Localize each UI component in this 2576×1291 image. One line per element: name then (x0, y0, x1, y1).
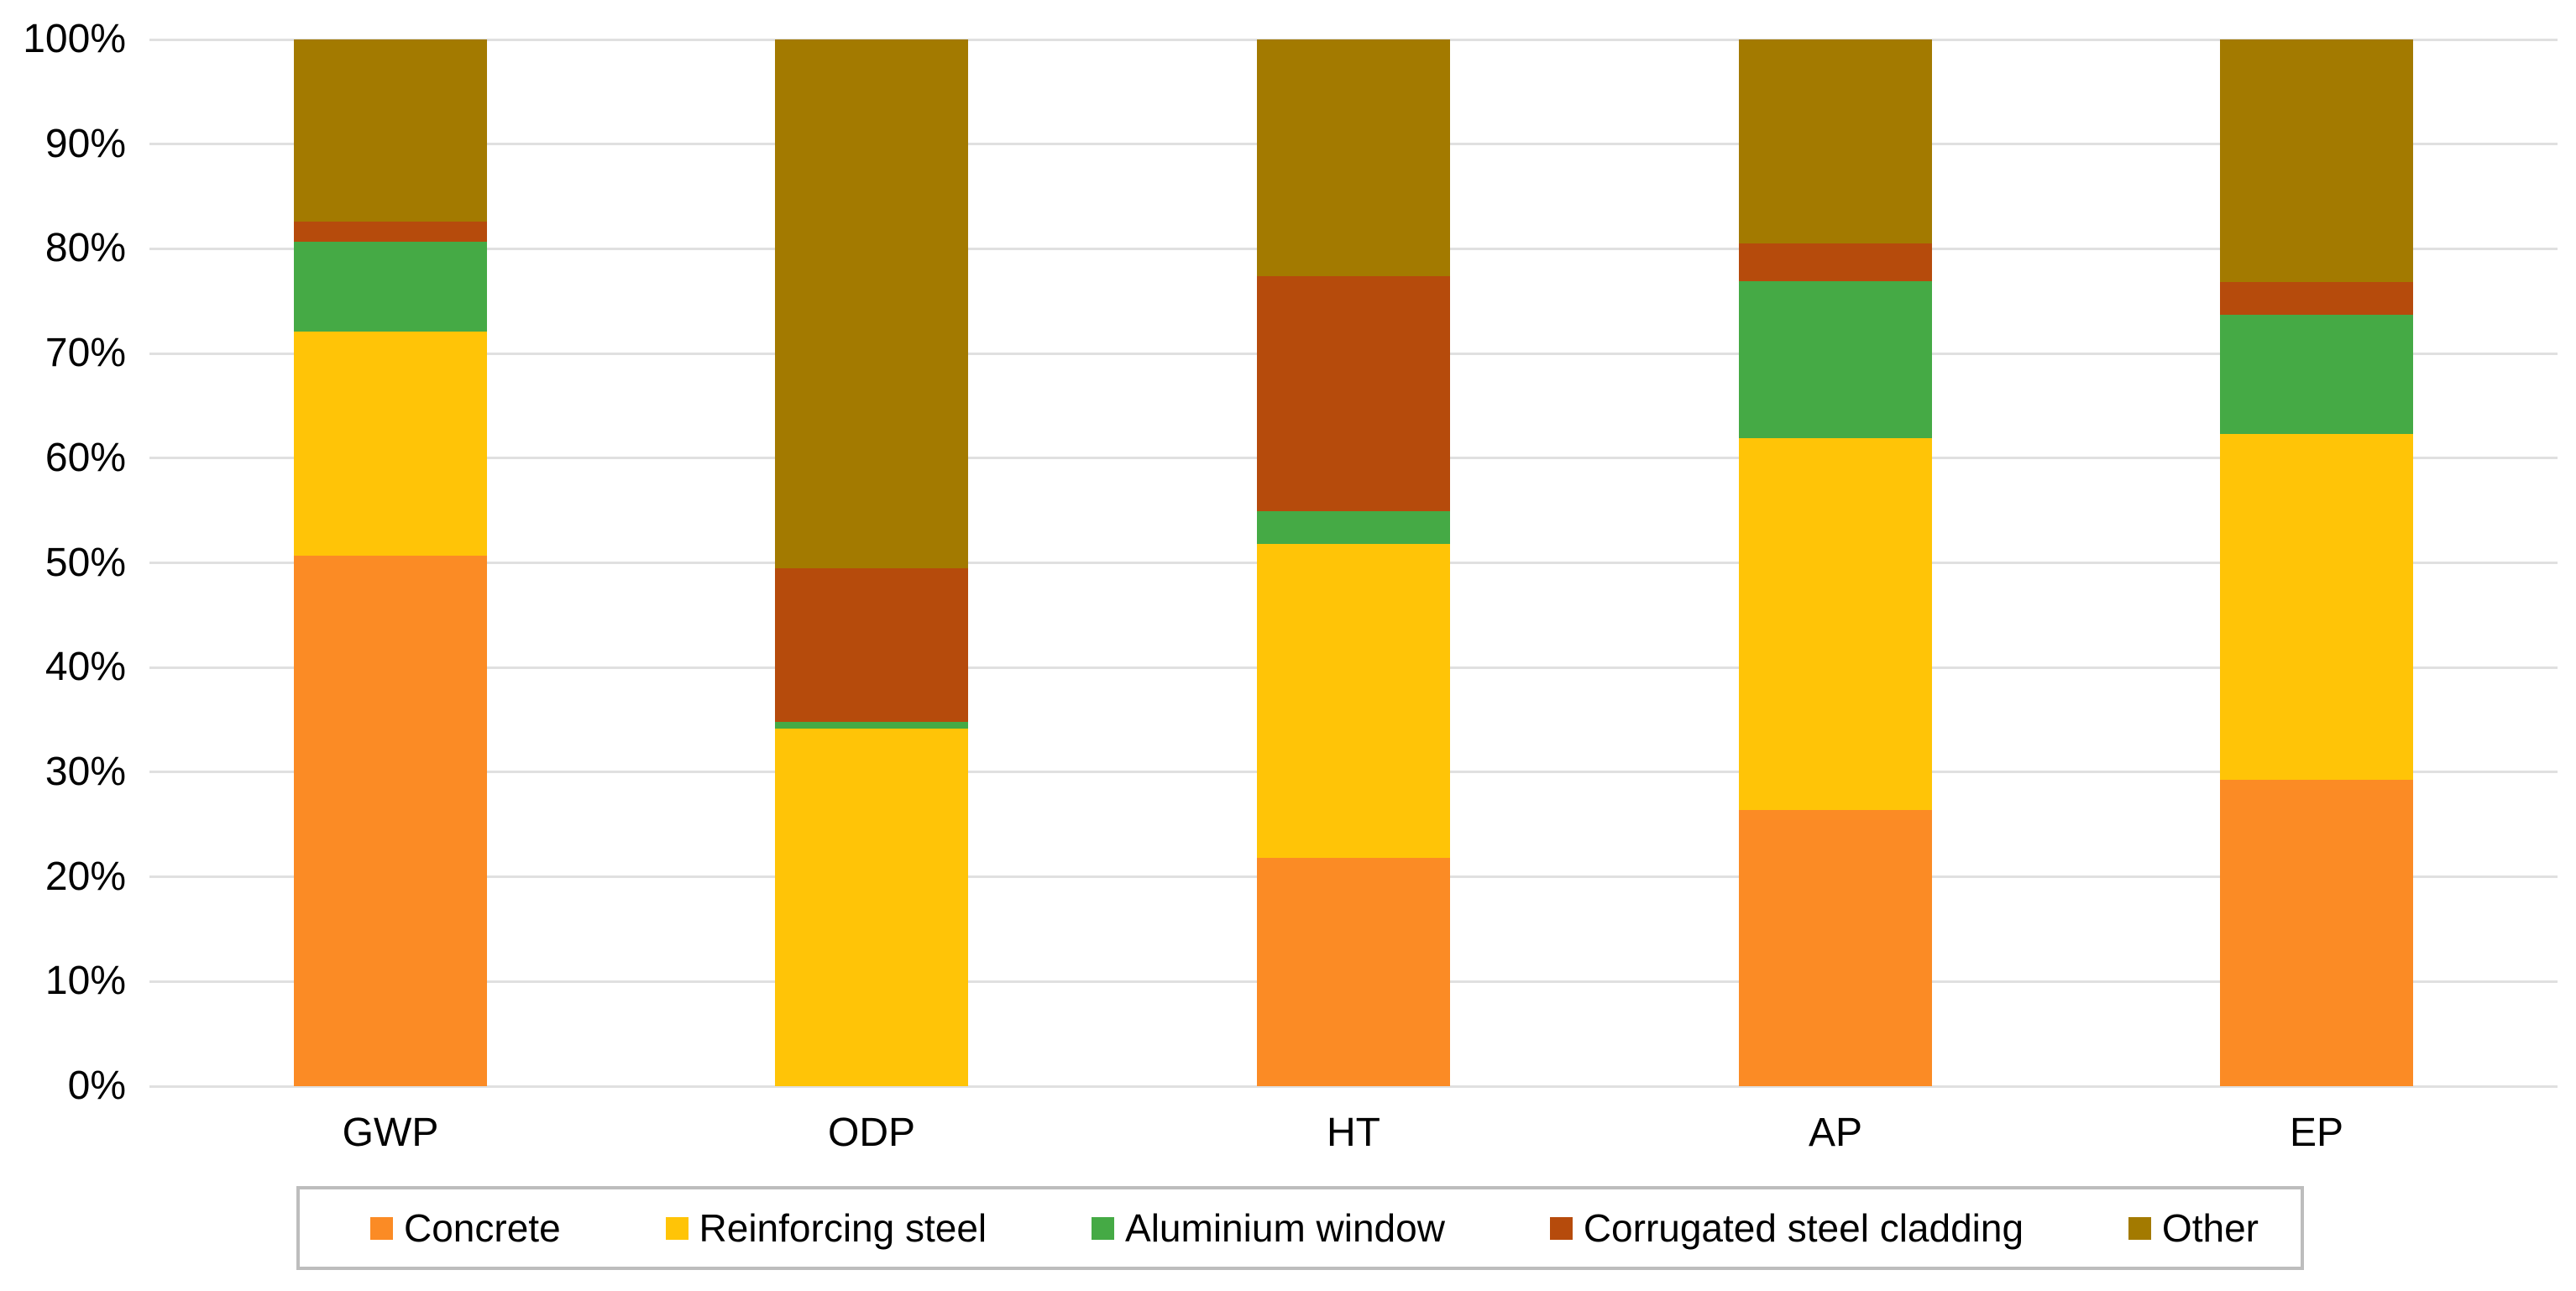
legend-item: Concrete (370, 1205, 561, 1251)
x-axis-label: AP (1808, 1111, 1863, 1155)
legend-swatch-icon (665, 1216, 689, 1240)
y-axis-tick-label: 100% (23, 17, 126, 61)
legend-swatch-icon (370, 1216, 393, 1240)
bar-segment (1739, 281, 1932, 439)
legend-label: Corrugated steel cladding (1583, 1206, 2024, 1250)
bar-segment (294, 241, 487, 332)
bar-segment (2220, 779, 2413, 1086)
legend-swatch-icon (1092, 1216, 1115, 1240)
legend-label: Reinforcing steel (699, 1206, 987, 1250)
bar-segment (775, 722, 968, 729)
bar-segment (775, 39, 968, 568)
bar-segment (2220, 314, 2413, 435)
y-axis-tick-label: 90% (45, 122, 126, 166)
bar-segment (2220, 282, 2413, 315)
bar-segment (294, 555, 487, 1086)
x-axis-label: GWP (342, 1111, 439, 1155)
bar-segment (294, 331, 487, 556)
legend: Concrete Reinforcing steel Aluminium windo… (296, 1186, 2304, 1270)
y-axis-tick-label: 80% (45, 226, 126, 270)
bar-segment (775, 728, 968, 1086)
bar-segment (1257, 858, 1450, 1086)
legend-swatch-icon (2128, 1216, 2151, 1240)
bar-segment (2220, 39, 2413, 283)
bar-segment (1739, 438, 1932, 810)
y-axis-tick-label: 70% (45, 331, 126, 375)
bar-segment (1257, 275, 1450, 512)
bar-segment (2220, 434, 2413, 780)
bar-segment (1739, 809, 1932, 1086)
bar-segment (775, 567, 968, 723)
x-axis-label: HT (1327, 1111, 1380, 1155)
bar-segment (1739, 243, 1932, 282)
legend-label: Concrete (404, 1206, 561, 1250)
legend-item: Aluminium window (1092, 1205, 1445, 1251)
x-axis-label: ODP (827, 1111, 915, 1155)
legend-item: Corrugated steel cladding (1549, 1205, 2024, 1251)
bar-segment (294, 39, 487, 222)
y-axis-tick-label: 20% (45, 855, 126, 899)
bar-segment (1739, 39, 1932, 244)
legend-item: Other (2128, 1205, 2259, 1251)
bar-segment (1257, 39, 1450, 276)
legend-label: Other (2161, 1206, 2259, 1250)
bar-segment (1257, 511, 1450, 545)
legend-item: Reinforcing steel (665, 1205, 987, 1251)
x-axis-label: EP (2289, 1111, 2344, 1155)
bar-segment (294, 221, 487, 242)
y-axis-tick-label: 10% (45, 959, 126, 1003)
y-axis-tick-label: 60% (45, 436, 126, 480)
y-axis-tick-label: 40% (45, 645, 126, 689)
y-axis-tick-label: 0% (67, 1064, 126, 1108)
gridline (149, 1085, 2558, 1088)
y-axis-tick-label: 50% (45, 541, 126, 585)
legend-swatch-icon (1549, 1216, 1573, 1240)
y-axis-tick-label: 30% (45, 750, 126, 794)
legend-label: Aluminium window (1125, 1206, 1445, 1250)
bar-segment (1257, 544, 1450, 859)
